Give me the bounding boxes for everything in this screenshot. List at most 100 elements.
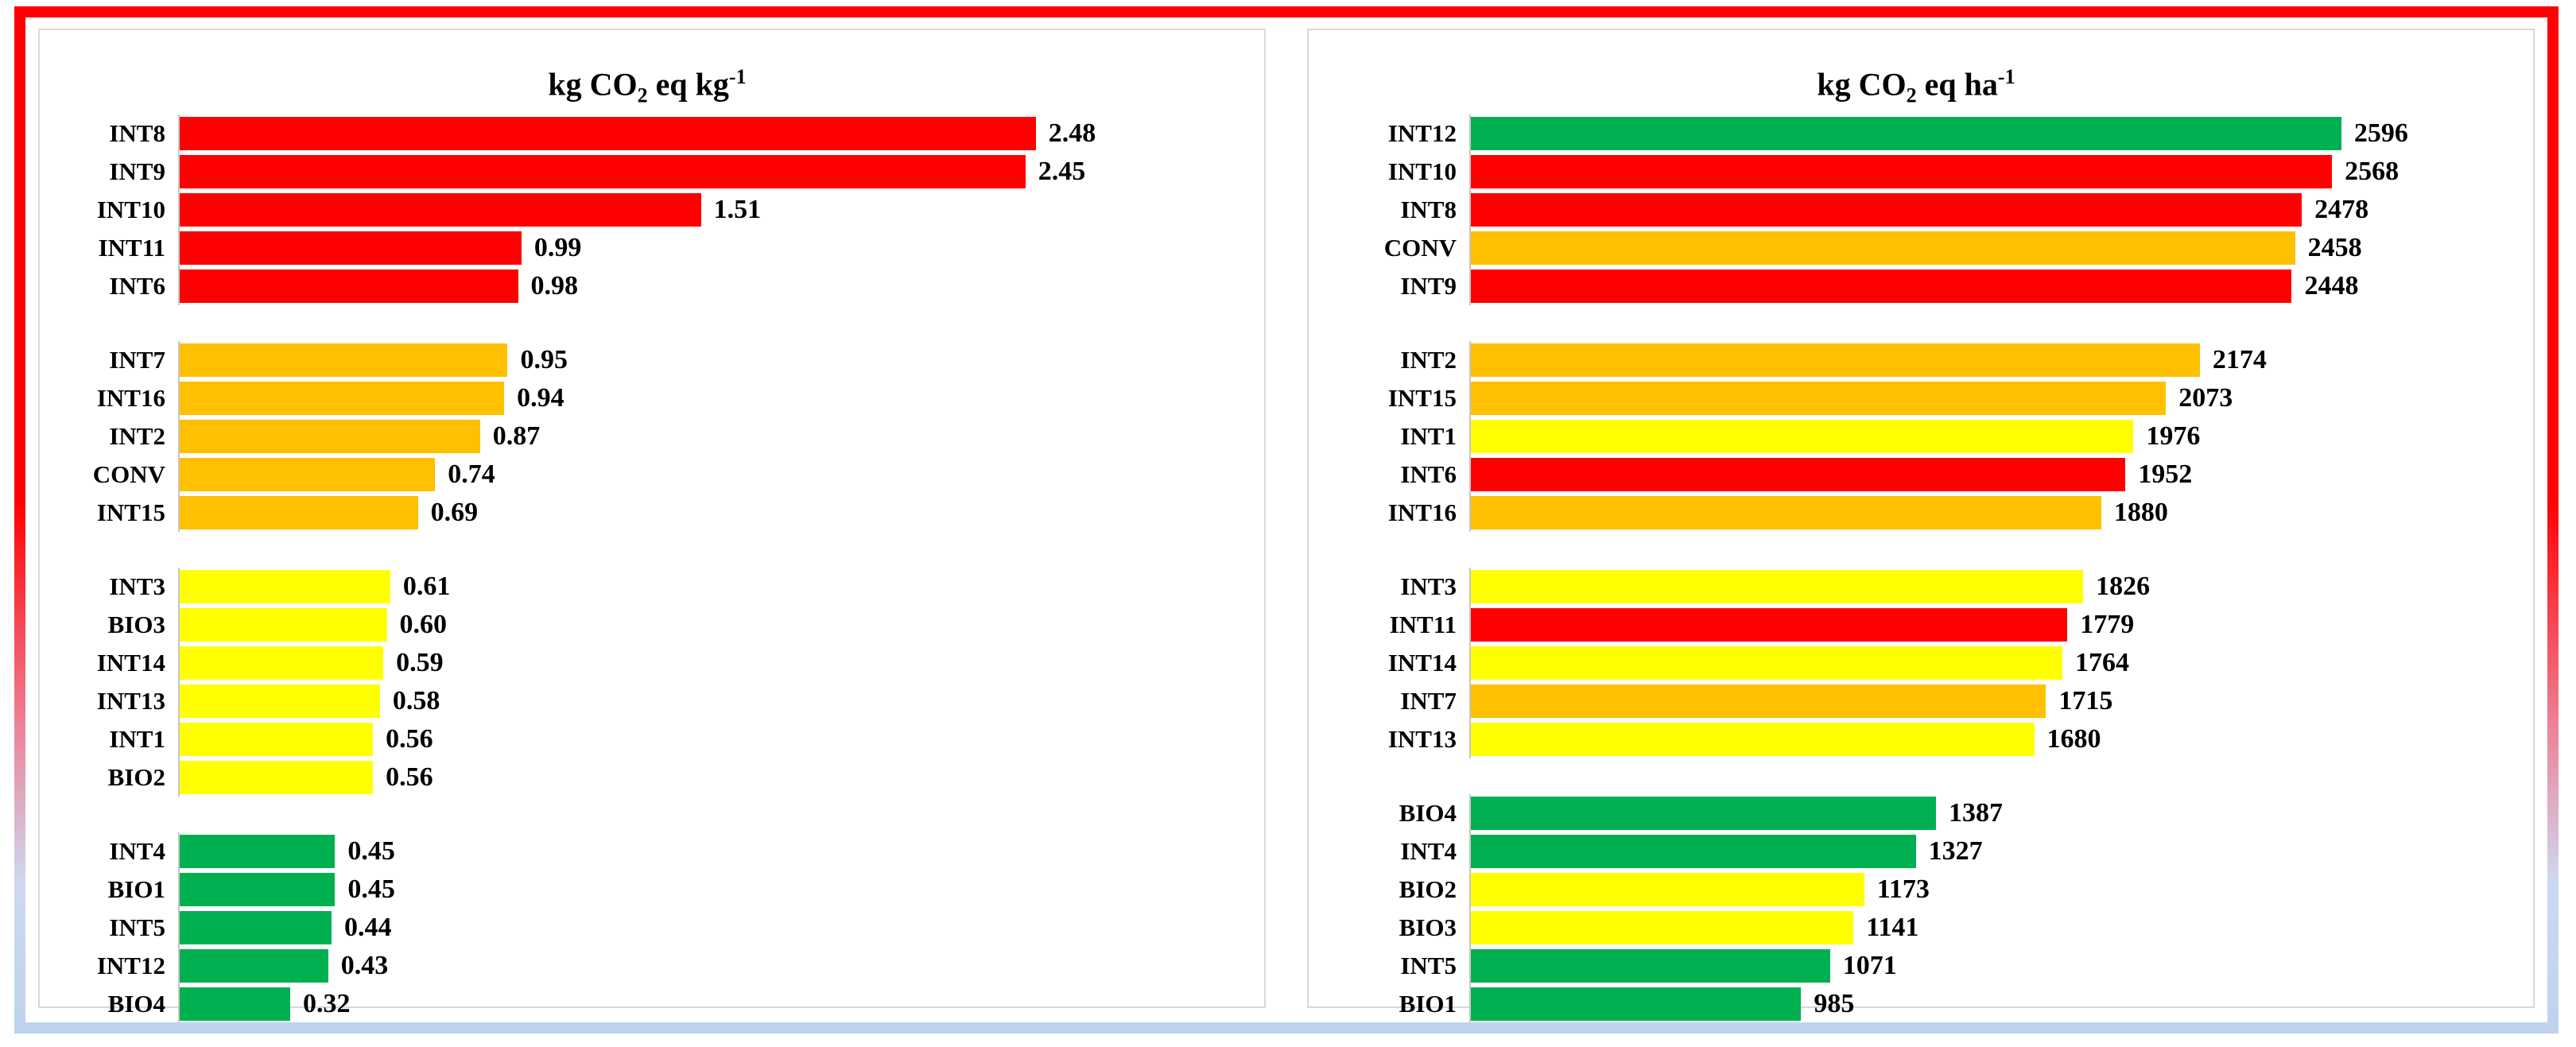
value-label: 0.43	[340, 951, 389, 980]
bar-group: INT2 2174 INT15 2073 INT1 1976 INT6 1952 INT16 18…	[1313, 341, 2519, 532]
value-label: 0.32	[302, 989, 351, 1018]
bar	[180, 117, 1036, 150]
value-label: 2596	[2353, 118, 2408, 148]
bar-track: 0.87	[178, 417, 1250, 456]
bar-track: 0.45	[178, 832, 1250, 871]
value-label: 2073	[2178, 383, 2233, 413]
value-label: 0.98	[530, 271, 579, 301]
category-label: INT3	[109, 572, 165, 600]
category-label: INT6	[109, 272, 165, 300]
bar-row: BIO1 985	[1313, 985, 2519, 1023]
bar	[1471, 458, 2126, 491]
bar-row: INT4 1327	[1313, 832, 2519, 871]
bar-track: 0.94	[178, 379, 1250, 417]
bar	[1471, 420, 2134, 453]
bar	[1471, 155, 2333, 188]
bar-track: 1173	[1469, 871, 2519, 909]
bar-row: INT11 0.99	[45, 229, 1250, 267]
bar-row: CONV 2458	[1313, 229, 2519, 267]
title-text: eq kg	[647, 66, 729, 103]
value-label: 0.87	[492, 421, 541, 451]
bar	[180, 231, 522, 265]
category-label: INT9	[109, 157, 165, 185]
bar	[180, 646, 384, 680]
category-label: INT3	[1400, 572, 1457, 600]
category-label: INT8	[1400, 196, 1457, 223]
bar-track: 0.45	[178, 871, 1250, 909]
category-label: INT14	[96, 649, 165, 677]
bar-track: 0.69	[178, 494, 1250, 532]
value-label: 1071	[1842, 951, 1897, 980]
bar	[1471, 231, 2295, 265]
bar-track: 2174	[1469, 341, 2519, 379]
category-label: INT11	[98, 234, 165, 262]
value-label: 0.94	[517, 383, 564, 413]
bar	[1471, 270, 2292, 303]
value-label: 1141	[1866, 913, 1919, 942]
value-label: 1.51	[713, 195, 762, 224]
bar-track: 0.74	[178, 456, 1250, 494]
value-label: 1327	[1928, 836, 1983, 866]
bar	[180, 949, 328, 983]
bar	[1471, 382, 2167, 415]
bar	[1471, 343, 2200, 377]
bar	[180, 382, 505, 415]
category-label: INT10	[96, 196, 165, 223]
value-label: 1952	[2138, 460, 2193, 489]
category-label: INT13	[96, 687, 165, 715]
category-label: INT1	[109, 725, 165, 753]
bar	[1471, 873, 1864, 906]
category-label: INT1	[1400, 422, 1457, 450]
bar-row: INT6 1952	[1313, 456, 2519, 494]
bar-track: 0.59	[178, 644, 1250, 682]
category-label: BIO2	[1399, 875, 1457, 903]
value-label: 985	[1814, 989, 1855, 1018]
category-label: INT9	[1400, 272, 1457, 300]
bar-row: INT9 2448	[1313, 267, 2519, 305]
bar-track: 0.95	[178, 341, 1250, 379]
category-label: INT16	[96, 384, 165, 412]
bar-track: 0.99	[178, 229, 1250, 267]
bar	[180, 608, 387, 642]
bar-track: 1071	[1469, 947, 2519, 985]
title-text: kg CO	[548, 66, 638, 103]
bar-row: INT13 1680	[1313, 720, 2519, 758]
bar	[180, 987, 290, 1021]
value-label: 1764	[2074, 648, 2129, 677]
bar-row: INT14 1764	[1313, 644, 2519, 682]
bar-row: INT1 1976	[1313, 417, 2519, 456]
bar-track: 2073	[1469, 379, 2519, 417]
bar-track: 1779	[1469, 606, 2519, 644]
bar-row: INT12 2596	[1313, 114, 2519, 153]
bar-group: INT4 0.45 BIO1 0.45 INT5 0.44 INT12 0.43 BIO4 0.3…	[45, 832, 1250, 1023]
bar-track: 1387	[1469, 794, 2519, 832]
bar-row: INT7 0.95	[45, 341, 1250, 379]
bar-track: 2.48	[178, 114, 1250, 153]
bar-track: 0.58	[178, 682, 1250, 720]
bar-row: INT13 0.58	[45, 682, 1250, 720]
value-label: 0.59	[396, 648, 444, 677]
bar-track: 0.43	[178, 947, 1250, 985]
bar	[1471, 684, 2046, 718]
bar-track: 2.45	[178, 153, 1250, 191]
category-label: INT5	[109, 913, 165, 941]
bar-track: 2448	[1469, 267, 2519, 305]
bar-row: INT16 1880	[1313, 494, 2519, 532]
bar-row: INT6 0.98	[45, 267, 1250, 305]
bar-row: BIO3 0.60	[45, 606, 1250, 644]
bar-track: 0.60	[178, 606, 1250, 644]
bar-chart-right: INT12 2596 INT10 2568 INT8 2478 CONV 2458 INT9 24…	[1313, 114, 2519, 1023]
bar-track: 1327	[1469, 832, 2519, 871]
bar-row: BIO3 1141	[1313, 909, 2519, 947]
bar-group: INT3 1826 INT11 1779 INT14 1764 INT7 1715 INT13 1…	[1313, 568, 2519, 758]
title-subscript: 2	[637, 83, 648, 107]
value-label: 1880	[2113, 498, 2168, 527]
category-label: INT15	[96, 498, 165, 526]
category-label: INT15	[1387, 384, 1457, 412]
value-label: 2458	[2307, 233, 2362, 262]
category-label: INT5	[1400, 952, 1457, 979]
bar-row: BIO2 1173	[1313, 871, 2519, 909]
title-subscript: 2	[1906, 83, 1917, 107]
category-label: INT11	[1389, 611, 1457, 638]
bar-row: BIO1 0.45	[45, 871, 1250, 909]
